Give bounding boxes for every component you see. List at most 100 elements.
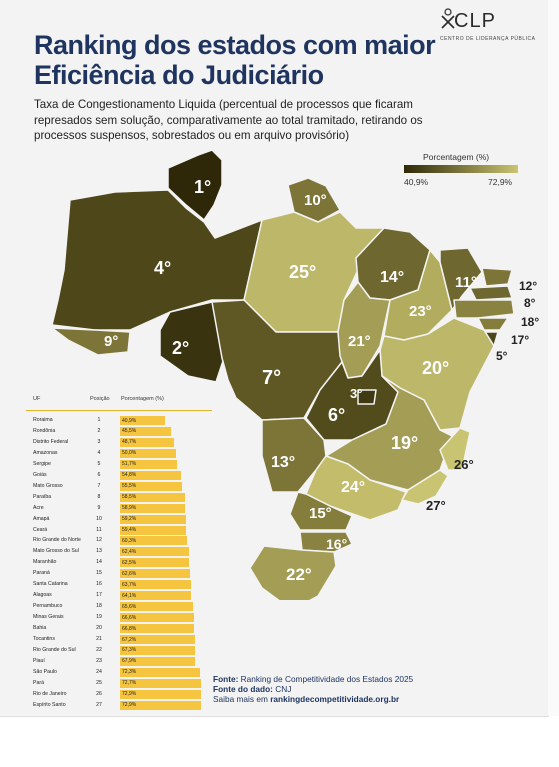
page-title: Ranking dos estados com maior Eficiência… (34, 30, 436, 90)
row-percentage-label: 64,1% (122, 592, 137, 599)
row-percentage-label: 67,3% (122, 647, 137, 654)
row-position: 13 (96, 548, 102, 555)
row-position: 25 (96, 679, 102, 686)
row-position: 6 (97, 471, 101, 478)
table-row: Maranhão 14 62,5% (0, 558, 240, 568)
row-state-label: Distrito Federal (33, 438, 69, 445)
row-percentage-label: 54,8% (122, 472, 137, 479)
row-position: 4 (97, 449, 101, 456)
table-row: São Paulo 24 72,3% (0, 667, 240, 678)
table-row: Espírito Santo 27 72,9% (0, 700, 240, 711)
map-rank-rio-grande-do-sul: 22° (286, 565, 312, 584)
row-bar (120, 602, 193, 612)
row-state-label: Paraná (33, 570, 50, 577)
table-row: Mato Grosso do Sul 13 62,4% (0, 547, 240, 557)
row-percentage-label: 40,9% (122, 417, 137, 424)
table-row: Rondônia 2 45,5% (0, 426, 240, 437)
clp-logo: CLP CENTRO DE LIDERANÇA PÚBLICA (440, 8, 535, 44)
page-subtitle: Taxa de Congestionamento Liquida (percen… (34, 98, 423, 142)
map-rank-parana: 15° (309, 505, 332, 522)
row-bar (120, 569, 190, 579)
table-row: Alagoas 17 64,1% (0, 591, 240, 601)
row-percentage-label: 72,7% (122, 680, 137, 687)
row-position: 22 (96, 646, 102, 653)
legend-min-label: 40,9% (404, 177, 429, 187)
row-state-label: Rio Grande do Norte (33, 537, 81, 544)
row-bar (120, 503, 186, 513)
map-state-acre (51, 327, 131, 356)
row-position: 2 (97, 427, 101, 434)
map-state-santa-catarina (299, 531, 353, 553)
map-rank-sao-paulo: 24° (341, 479, 365, 496)
map-state-alagoas (477, 317, 509, 331)
row-state-label: Bahia (33, 625, 47, 632)
row-state-label: Ceará (33, 526, 48, 533)
row-state-label: Goiás (33, 471, 47, 478)
row-percentage-label: 59,4% (122, 527, 137, 533)
row-position: 24 (96, 668, 102, 675)
map-rank-bahia: 20° (422, 358, 449, 378)
row-bar (120, 678, 201, 688)
row-state-label: Santa Catarina (33, 581, 68, 588)
table-row: Santa Catarina 16 63,7% (0, 580, 240, 590)
table-row: Goiás 6 54,8% (0, 470, 240, 481)
map-rank-espirito-santo: 27° (426, 498, 446, 513)
map-state-amazonas (51, 189, 263, 331)
row-state-label: Paraíba (33, 493, 52, 500)
row-bar (120, 547, 190, 557)
map-rank-piaui: 23° (409, 303, 432, 320)
table-row: Pernambuco 18 65,6% (0, 602, 240, 612)
row-bar (120, 689, 201, 699)
row-percentage-label: 58,5% (122, 494, 137, 501)
row-bar (120, 536, 187, 546)
row-position: 16 (96, 581, 102, 588)
map-state-roraima (167, 149, 223, 221)
row-state-label: Amapá (33, 515, 50, 522)
learn-more-link[interactable]: rankingdecompetitividade.org.br (270, 694, 400, 704)
table-row: Roraima 1 40,9% (0, 416, 240, 426)
row-position: 15 (96, 570, 102, 577)
table-header-position: Posição (90, 396, 110, 402)
row-percentage-label: 62,6% (122, 570, 137, 577)
map-rank-rondonia: 2° (172, 338, 189, 358)
table-row: Ceará 11 59,4% (0, 525, 240, 536)
row-bar (120, 525, 186, 535)
row-bar (120, 580, 191, 590)
row-bar (120, 437, 175, 447)
map-rank-mato-grosso-do-sul: 13° (271, 454, 295, 471)
row-bar (120, 459, 178, 469)
table-row: Rio de Janeiro 26 72,9% (0, 689, 240, 700)
map-state-distrito-federal (357, 389, 377, 405)
row-bar (120, 645, 195, 655)
map-state-parana (289, 491, 353, 531)
row-position: 11 (96, 526, 102, 533)
table-row: Paraíba 8 58,5% (0, 492, 240, 503)
row-bar (120, 448, 176, 458)
map-rank-ceara: 11° (455, 274, 477, 291)
table-row: Tocantins 21 67,2% (0, 635, 240, 645)
page-edge (548, 0, 559, 716)
row-state-label: Espírito Santo (33, 701, 66, 708)
map-rank-santa-catarina: 16° (326, 536, 347, 552)
table-row: Bahia 20 66,8% (0, 624, 240, 634)
source-label: Fonte: (213, 674, 239, 684)
table-header-percentage: Porcentagem (%) (121, 396, 164, 402)
row-percentage-label: 59,2% (122, 516, 137, 523)
row-bar (120, 624, 195, 634)
row-percentage-label: 72,3% (122, 669, 137, 676)
row-position: 26 (96, 690, 102, 697)
row-bar (120, 470, 181, 480)
row-state-label: Pará (33, 679, 44, 686)
row-bar (120, 558, 190, 568)
row-percentage-label: 65,6% (122, 603, 137, 610)
map-rank-amazonas: 4° (154, 258, 171, 278)
map-rank-roraima: 1° (194, 177, 211, 197)
map-rank-paraiba: 8° (524, 296, 536, 310)
table-row: Paraná 15 62,6% (0, 569, 240, 579)
row-position: 9 (97, 504, 101, 511)
row-position: 5 (97, 460, 101, 467)
row-bar (120, 700, 201, 710)
map-rank-sergipe: 5° (496, 349, 508, 363)
table-row: Amapá 10 59,2% (0, 514, 240, 525)
row-bar (120, 591, 192, 601)
